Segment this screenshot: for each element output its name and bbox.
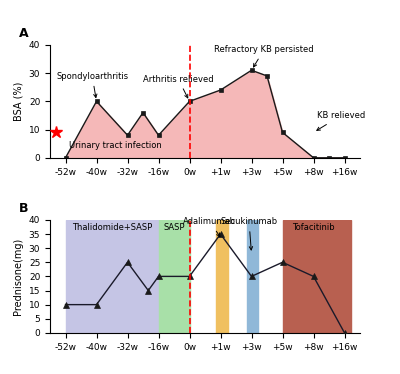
Text: Urinary tract infection: Urinary tract infection <box>69 141 161 150</box>
Text: Arthritis relieved: Arthritis relieved <box>143 74 214 98</box>
Bar <box>158 220 190 333</box>
Bar <box>66 220 158 333</box>
Bar <box>216 220 228 333</box>
Text: A: A <box>19 27 29 40</box>
Bar <box>282 220 351 333</box>
Text: Refractory KB persisted: Refractory KB persisted <box>214 45 314 67</box>
Text: Secukinumab: Secukinumab <box>220 217 278 250</box>
Y-axis label: BSA (%): BSA (%) <box>13 82 23 121</box>
Text: Spondyloarthritis: Spondyloarthritis <box>56 72 128 98</box>
Bar <box>247 220 258 333</box>
Text: SASP: SASP <box>163 223 185 232</box>
Text: B: B <box>19 202 28 215</box>
Text: Tofacitinib: Tofacitinib <box>292 223 335 232</box>
Text: Thalidomide+SASP: Thalidomide+SASP <box>72 223 152 232</box>
Y-axis label: Prednisone(mg): Prednisone(mg) <box>13 238 23 315</box>
Text: Adalimumab: Adalimumab <box>183 217 236 236</box>
Text: KB relieved: KB relieved <box>317 111 365 131</box>
